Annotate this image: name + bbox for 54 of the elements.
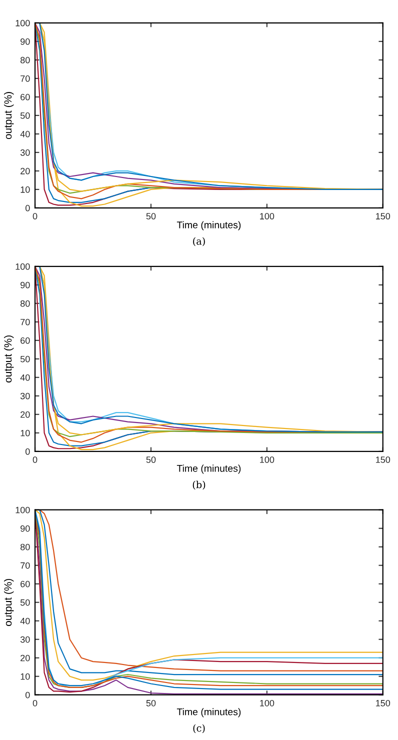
y-tick-label: 100 <box>16 506 30 514</box>
y-tick-label: 10 <box>20 673 30 680</box>
y-tick-label: 30 <box>20 149 30 156</box>
x-tick-label: 50 <box>146 456 156 463</box>
y-tick-label: 20 <box>20 411 30 418</box>
x-tick-label: 0 <box>32 456 38 463</box>
x-tick-label: 100 <box>260 213 274 220</box>
y-axis-title: output (%) <box>4 336 14 382</box>
y-tick-label: 70 <box>20 75 30 82</box>
y-tick-label: 30 <box>20 392 30 400</box>
y-tick-label: 100 <box>16 20 30 26</box>
y-axis-title: output (%) <box>4 92 14 140</box>
y-tick-label: 60 <box>20 337 30 344</box>
text: (b) <box>192 480 206 490</box>
y-tick-label: 50 <box>20 599 30 606</box>
y-tick-label: 60 <box>20 580 30 588</box>
y-tick-label: 0 <box>25 692 30 698</box>
y-tick-label: 40 <box>20 130 30 138</box>
y-tick-label: 80 <box>20 544 30 550</box>
y-tick-label: 80 <box>20 300 30 307</box>
y-tick-label: 40 <box>20 618 30 624</box>
text: (c) <box>193 724 205 734</box>
y-tick-label: 90 <box>20 38 30 45</box>
x-tick-label: 50 <box>146 213 156 220</box>
x-tick-label: 50 <box>146 700 156 706</box>
x-tick-label: 150 <box>376 456 390 463</box>
y-tick-label: 90 <box>20 282 30 288</box>
y-tick-label: 0 <box>25 448 30 455</box>
x-tick-label: 0 <box>32 700 38 706</box>
y-tick-label: 40 <box>20 374 30 381</box>
y-tick-label: 80 <box>20 56 30 64</box>
y-tick-label: 70 <box>20 562 30 569</box>
y-tick-label: 10 <box>20 430 30 436</box>
y-tick-label: 20 <box>20 168 30 174</box>
x-tick-label: 150 <box>376 213 390 220</box>
y-axis-title: output (%) <box>4 578 14 626</box>
x-axis-title: Time (minutes) <box>176 221 241 230</box>
x-axis-title: Time (minutes) <box>176 708 241 718</box>
x-axis-title: Time (minutes) <box>176 464 241 474</box>
y-tick-label: 30 <box>20 636 30 643</box>
y-tick-label: 20 <box>20 654 30 662</box>
y-tick-label: 50 <box>20 356 30 362</box>
x-tick-label: 0 <box>32 213 38 220</box>
y-tick-label: 90 <box>20 525 30 532</box>
y-tick-label: 70 <box>20 318 30 326</box>
x-tick-label: 150 <box>376 700 390 706</box>
x-tick-label: 100 <box>260 700 274 706</box>
text: (a) <box>193 237 205 246</box>
y-tick-label: 0 <box>25 204 30 212</box>
y-tick-label: 10 <box>20 186 30 193</box>
y-tick-label: 60 <box>20 94 30 100</box>
y-tick-label: 100 <box>16 263 30 270</box>
y-tick-label: 50 <box>20 112 30 119</box>
x-tick-label: 100 <box>260 456 274 463</box>
